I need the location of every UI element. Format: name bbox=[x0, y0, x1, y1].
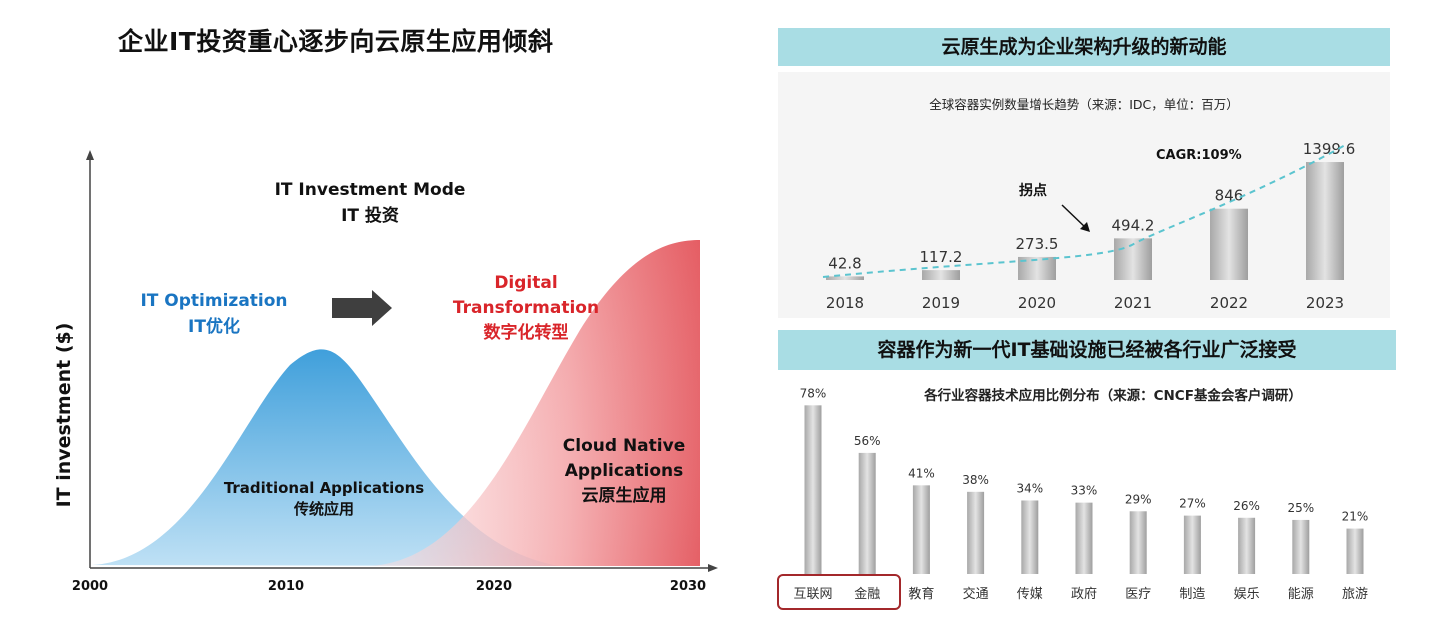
digital-label-cn: 数字化转型 bbox=[484, 322, 569, 343]
bottom-banner: 容器作为新一代IT基础设施已经被各行业广泛接受 bbox=[778, 330, 1396, 370]
year-label: 2020 bbox=[1018, 294, 1056, 312]
bar-value-label: 273.5 bbox=[1016, 235, 1059, 253]
top-chart-panel bbox=[778, 72, 1390, 318]
industry-label: 娱乐 bbox=[1234, 587, 1260, 602]
annotation-arrow-head bbox=[1080, 222, 1090, 232]
cagr-label: CAGR:109% bbox=[1156, 148, 1242, 163]
bar-value-label: 38% bbox=[962, 473, 989, 487]
top-chart-subtitle: 全球容器实例数量增长趋势（来源：IDC，单位：百万） bbox=[929, 97, 1239, 112]
mode-title-en: IT Investment Mode bbox=[275, 180, 466, 200]
industry-bar bbox=[804, 405, 822, 574]
top-banner: 云原生成为企业架构升级的新动能 bbox=[778, 28, 1390, 66]
inflection-annotation: 拐点 bbox=[1019, 183, 1047, 199]
optimization-label-en: IT Optimization bbox=[140, 291, 287, 311]
trend-line bbox=[822, 143, 1348, 278]
bar-value-label: 34% bbox=[1016, 481, 1043, 495]
growth-bar bbox=[1018, 256, 1056, 280]
cloud-native-label-en-2: Applications bbox=[565, 461, 684, 481]
industry-bar bbox=[967, 491, 985, 574]
industry-bar bbox=[1129, 511, 1147, 574]
industry-bar bbox=[1021, 500, 1039, 574]
growth-bar bbox=[1306, 162, 1344, 280]
industry-label: 交通 bbox=[963, 586, 989, 602]
industry-bar bbox=[1183, 515, 1201, 574]
growth-bar bbox=[1210, 208, 1248, 280]
industry-label: 金融 bbox=[854, 586, 880, 602]
digital-label-en-2: Transformation bbox=[453, 298, 599, 318]
bar-value-label: 56% bbox=[854, 434, 881, 448]
growth-bar bbox=[826, 276, 864, 280]
x-tick-label: 2000 bbox=[72, 579, 108, 594]
cloud-native-label-cn: 云原生应用 bbox=[582, 485, 667, 506]
bar-value-label: 26% bbox=[1233, 499, 1260, 513]
industry-label: 旅游 bbox=[1342, 587, 1368, 602]
year-label: 2021 bbox=[1114, 294, 1152, 312]
digital-label-en-1: Digital bbox=[494, 273, 557, 293]
industry-bar bbox=[858, 452, 876, 574]
it-investment-diagram: IT investment ($) IT Investment Mode IT … bbox=[53, 150, 718, 594]
year-label: 2022 bbox=[1210, 294, 1248, 312]
optimization-label-cn: IT优化 bbox=[188, 316, 240, 337]
industry-bar bbox=[1075, 502, 1093, 574]
page-title: 企业IT投资重心逐步向云原生应用倾斜 bbox=[118, 27, 554, 56]
year-label: 2019 bbox=[922, 294, 960, 312]
industry-label: 医疗 bbox=[1125, 587, 1151, 602]
bar-value-label: 25% bbox=[1287, 501, 1314, 515]
industry-bar bbox=[912, 485, 930, 574]
bar-value-label: 41% bbox=[908, 466, 935, 480]
bottom-chart-subtitle: 各行业容器技术应用比例分布（来源：CNCF基金会客户调研） bbox=[924, 388, 1302, 404]
bar-value-label: 117.2 bbox=[920, 248, 963, 266]
industry-label: 互联网 bbox=[793, 587, 832, 602]
highlight-box bbox=[777, 574, 901, 610]
industry-label: 能源 bbox=[1288, 587, 1314, 602]
industry-label: 制造 bbox=[1179, 587, 1205, 602]
year-label: 2018 bbox=[826, 294, 864, 312]
bar-value-label: 27% bbox=[1179, 497, 1206, 511]
mode-title-cn: IT 投资 bbox=[341, 205, 399, 226]
bar-value-label: 42.8 bbox=[828, 254, 861, 272]
industry-label: 政府 bbox=[1071, 587, 1097, 602]
bar-value-label: 21% bbox=[1342, 510, 1369, 524]
x-tick-label: 2020 bbox=[476, 579, 512, 594]
bar-value-label: 29% bbox=[1125, 492, 1152, 506]
bar-value-label: 78% bbox=[800, 386, 827, 400]
industry-bar bbox=[1346, 528, 1364, 574]
industry-bar bbox=[1292, 519, 1310, 574]
traditional-label-en: Traditional Applications bbox=[224, 479, 424, 497]
bar-value-label: 1399.6 bbox=[1303, 140, 1356, 158]
traditional-label-cn: 传统应用 bbox=[293, 500, 354, 518]
year-label: 2023 bbox=[1306, 294, 1344, 312]
bar-value-label: 494.2 bbox=[1112, 216, 1155, 234]
x-tick-label: 2030 bbox=[670, 579, 706, 594]
y-axis-label: IT investment ($) bbox=[53, 323, 75, 508]
growth-bar bbox=[922, 270, 960, 280]
traditional-applications-curve bbox=[92, 349, 560, 566]
industry-label: 教育 bbox=[908, 586, 934, 602]
industry-bar bbox=[1238, 517, 1256, 574]
industry-label: 传媒 bbox=[1017, 587, 1043, 602]
bar-value-label: 846 bbox=[1215, 187, 1244, 205]
bar-value-label: 33% bbox=[1071, 484, 1098, 498]
cloud-native-label-en-1: Cloud Native bbox=[563, 436, 685, 456]
x-tick-label: 2010 bbox=[268, 579, 304, 594]
transition-arrow-icon bbox=[332, 290, 392, 326]
annotation-arrow bbox=[1061, 204, 1087, 229]
